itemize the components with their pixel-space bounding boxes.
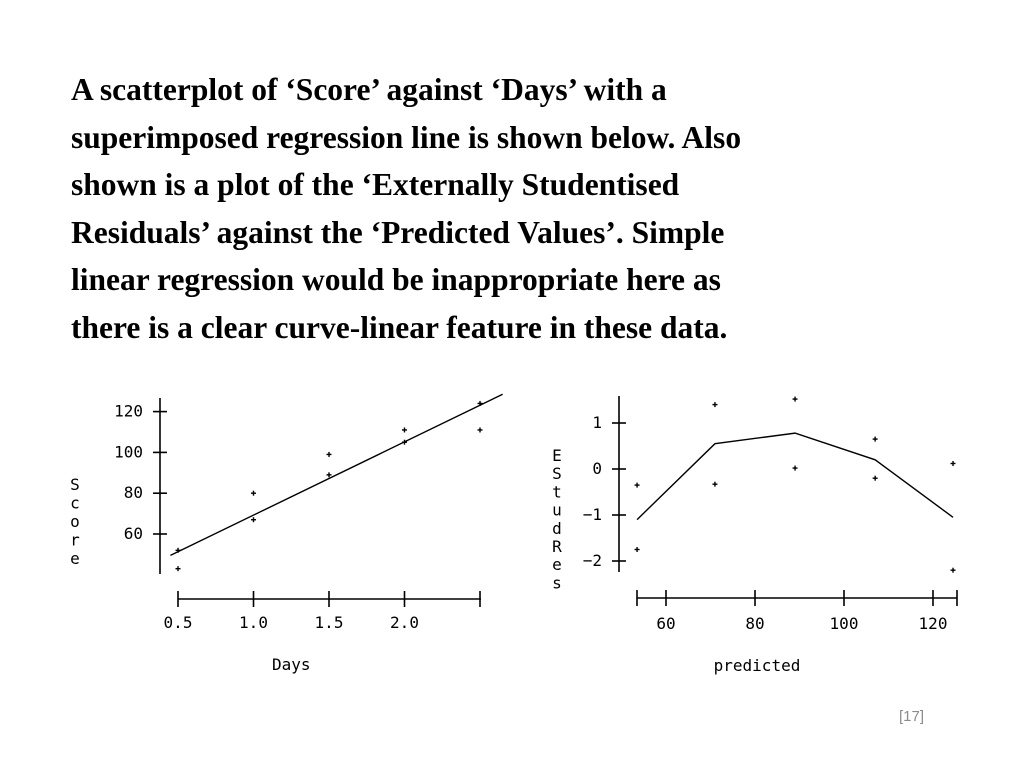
data-point [477,427,483,433]
svg-text:u: u [552,501,562,520]
regression-line [170,393,503,557]
svg-text:S: S [70,475,80,494]
svg-text:R: R [552,537,562,556]
svg-text:E: E [552,446,562,465]
data-point [712,481,718,487]
x-tick-label: 60 [656,614,675,633]
page-number: [17] [899,708,925,725]
x-axis-title: Days [272,655,311,674]
y-tick-label: 120 [114,402,143,421]
paragraph-line: linear regression would be inappropriate… [71,262,721,297]
y-axis-title: Score [70,475,80,568]
data-point [634,482,640,488]
svg-text:S: S [552,464,562,483]
trend-line [636,432,954,521]
data-point [792,396,798,402]
svg-text:o: o [70,512,80,531]
y-tick-label: 60 [124,524,143,543]
y-tick-label: −2 [583,551,602,570]
data-point [950,460,956,466]
y-tick-label: 100 [114,442,143,461]
data-point [251,490,256,496]
data-point [712,402,718,408]
data-point [175,566,181,572]
paragraph-line: A scatterplot of ‘Score’ against ‘Days’ … [71,72,667,107]
data-point [326,472,332,478]
slide-paragraph: A scatterplot of ‘Score’ against ‘Days’ … [71,66,961,351]
data-point [251,517,256,523]
data-point [402,439,407,445]
data-point [477,400,483,406]
svg-text:r: r [70,531,80,550]
svg-text:e: e [70,549,80,568]
data-point [872,436,878,442]
data-point [792,465,798,471]
x-tick-label: 1.0 [239,613,268,632]
x-tick-label: 80 [745,614,764,633]
data-point [950,567,956,573]
x-tick-label: 1.5 [315,613,344,632]
svg-text:s: s [552,573,562,592]
paragraph-line: superimposed regression line is shown be… [71,119,742,155]
y-tick-label: 80 [124,483,143,502]
y-tick-label: 0 [592,459,602,478]
svg-text:d: d [552,519,562,538]
x-axis-title: predicted [714,656,801,675]
x-tick-label: 0.5 [164,613,193,632]
paragraph-line: there is a clear curve-linear feature in… [71,309,728,345]
data-point [872,475,878,481]
data-point [326,451,332,457]
x-tick-label: 2.0 [390,613,419,632]
x-tick-label: 100 [830,614,859,633]
paragraph-line: Residuals’ against the ‘Predicted Values… [71,214,725,250]
svg-text:e: e [552,555,562,574]
data-point [175,547,181,553]
data-point [402,427,407,433]
data-point [634,547,640,552]
svg-text:t: t [552,482,562,501]
y-tick-label: −1 [583,505,602,524]
x-tick-label: 120 [919,614,948,633]
svg-text:c: c [70,494,80,513]
paragraph-line: shown is a plot of the ‘Externally Stude… [71,167,680,202]
y-tick-label: 1 [592,413,602,432]
